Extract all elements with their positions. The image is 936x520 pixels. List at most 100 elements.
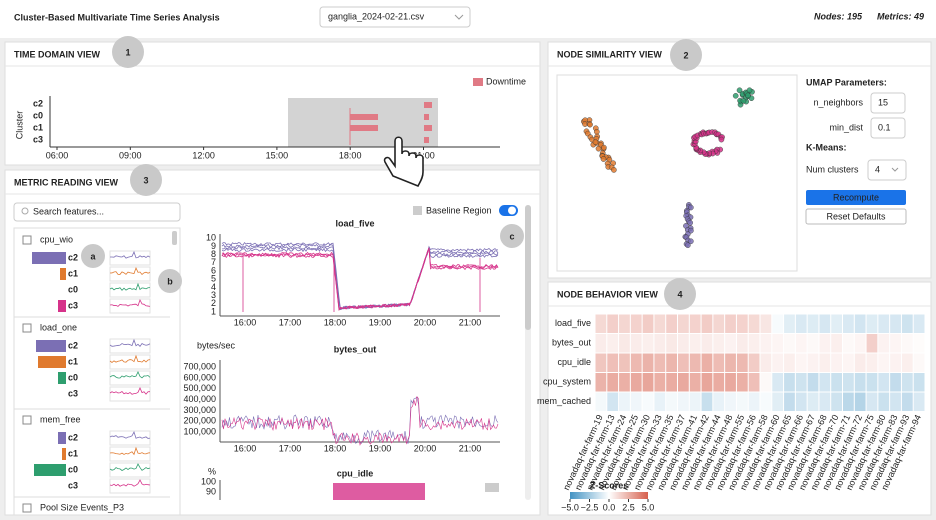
- y-tick-label: 10: [206, 233, 216, 243]
- unit-label: bytes/sec: [197, 340, 236, 350]
- downtime: [424, 137, 429, 143]
- checkbox[interactable]: [22, 503, 32, 513]
- heat-cell: [654, 353, 666, 372]
- cluster-label: c2: [68, 432, 78, 442]
- heat-cell: [607, 353, 619, 372]
- heat-cell: [607, 373, 619, 392]
- heat-cell: [630, 373, 642, 392]
- colorbar-tick-label: −5.0: [561, 502, 579, 512]
- badge: [112, 36, 144, 68]
- heat-cell: [701, 334, 713, 353]
- heat-cell: [725, 334, 736, 353]
- button[interactable]: [805, 208, 907, 225]
- heat-cell: [642, 334, 654, 353]
- cluster-label: c1: [68, 448, 78, 458]
- badge: [81, 244, 105, 268]
- heat-cell: [819, 353, 831, 372]
- heat-cell: [854, 392, 866, 411]
- heat-cell: [901, 392, 913, 411]
- x-tick-label: 20:00: [414, 317, 437, 327]
- heat-cell: [866, 353, 878, 372]
- heat-cell: [678, 392, 689, 411]
- panel-title: NODE SIMILARITY VIEW: [557, 49, 662, 59]
- heat-cell: [607, 314, 619, 333]
- x-tick-label: 21:00: [412, 150, 435, 160]
- row-label: cpu_system: [543, 377, 591, 387]
- x-tick-label: 19:00: [369, 317, 392, 327]
- downtime: [350, 114, 378, 120]
- cluster-bar: [34, 464, 66, 476]
- chevron: [454, 14, 464, 20]
- legend-swatch: [473, 78, 483, 86]
- input[interactable]: [870, 92, 906, 114]
- heat-cell: [807, 373, 819, 392]
- y-tick-label: 5: [211, 274, 216, 284]
- node-point: [595, 145, 602, 152]
- checkbox[interactable]: [22, 415, 32, 425]
- colorbar-tick-label: 0.0: [603, 502, 616, 512]
- heat-cell: [784, 334, 795, 353]
- select[interactable]: [867, 159, 907, 181]
- heat-cell: [866, 314, 878, 333]
- baseline-swatch: [413, 206, 422, 215]
- x-tick-label: 21:00: [459, 443, 482, 453]
- badge: [158, 269, 182, 293]
- chevron: [891, 167, 899, 172]
- heat-cell: [642, 373, 654, 392]
- y-tick-label: 400,000: [183, 394, 216, 404]
- node-point: [611, 167, 617, 173]
- cluster-bar: [60, 268, 66, 280]
- heat-cell: [772, 353, 784, 372]
- colorbar: [570, 492, 648, 499]
- heat-cell: [760, 392, 772, 411]
- node-point: [688, 227, 694, 234]
- x-tick-label: 16:00: [234, 317, 257, 327]
- heat-cell: [666, 392, 677, 411]
- heat-cell: [807, 314, 819, 333]
- label: Nodes: 195: [814, 11, 863, 21]
- cluster-bar: [58, 372, 66, 384]
- heat-cell: [819, 373, 831, 392]
- heat-cell: [901, 373, 913, 392]
- badge-label: 1: [125, 47, 130, 57]
- spark-box: [109, 446, 151, 462]
- heat-cell: [831, 334, 842, 353]
- y-tick-label: 500,000: [183, 383, 216, 393]
- sparkline: [109, 446, 151, 456]
- heat-cell: [913, 373, 925, 392]
- input[interactable]: [870, 117, 906, 139]
- button[interactable]: [806, 190, 906, 205]
- heat-cell: [678, 373, 689, 392]
- heat-cell: [689, 353, 701, 372]
- y-tick-label: 200,000: [183, 416, 216, 426]
- cluster-label: c2: [68, 340, 78, 350]
- spark-box: [109, 338, 151, 354]
- label: min_dist: [829, 122, 863, 132]
- cluster-bar: [36, 340, 66, 352]
- file-select[interactable]: [319, 6, 471, 28]
- sparkline: [109, 430, 151, 439]
- spark-box: [109, 266, 151, 282]
- y-tick-label: 600,000: [183, 372, 216, 382]
- heat-cell: [831, 373, 842, 392]
- heat-cell: [795, 373, 807, 392]
- badge-label: 3: [143, 175, 148, 185]
- checkbox[interactable]: [22, 323, 32, 333]
- y-tick-label: 1: [211, 306, 216, 316]
- heat-cell: [878, 392, 890, 411]
- row-label: load_five: [555, 318, 591, 328]
- search-box[interactable]: [13, 202, 181, 222]
- checkbox[interactable]: [22, 235, 32, 245]
- heat-cell: [913, 353, 925, 372]
- badge-label: 4: [677, 289, 682, 299]
- y-tick-label: 100: [201, 476, 216, 486]
- cursor-hand: [383, 136, 424, 188]
- search-icon: [21, 207, 29, 215]
- cluster-label: c2: [68, 252, 78, 262]
- series-line: [221, 396, 499, 444]
- badge-label: 2: [683, 50, 688, 60]
- sparkline: [109, 387, 151, 395]
- chart-scroll-thumb: [525, 205, 531, 330]
- heat-cell: [689, 314, 701, 333]
- heat-cell: [772, 334, 784, 353]
